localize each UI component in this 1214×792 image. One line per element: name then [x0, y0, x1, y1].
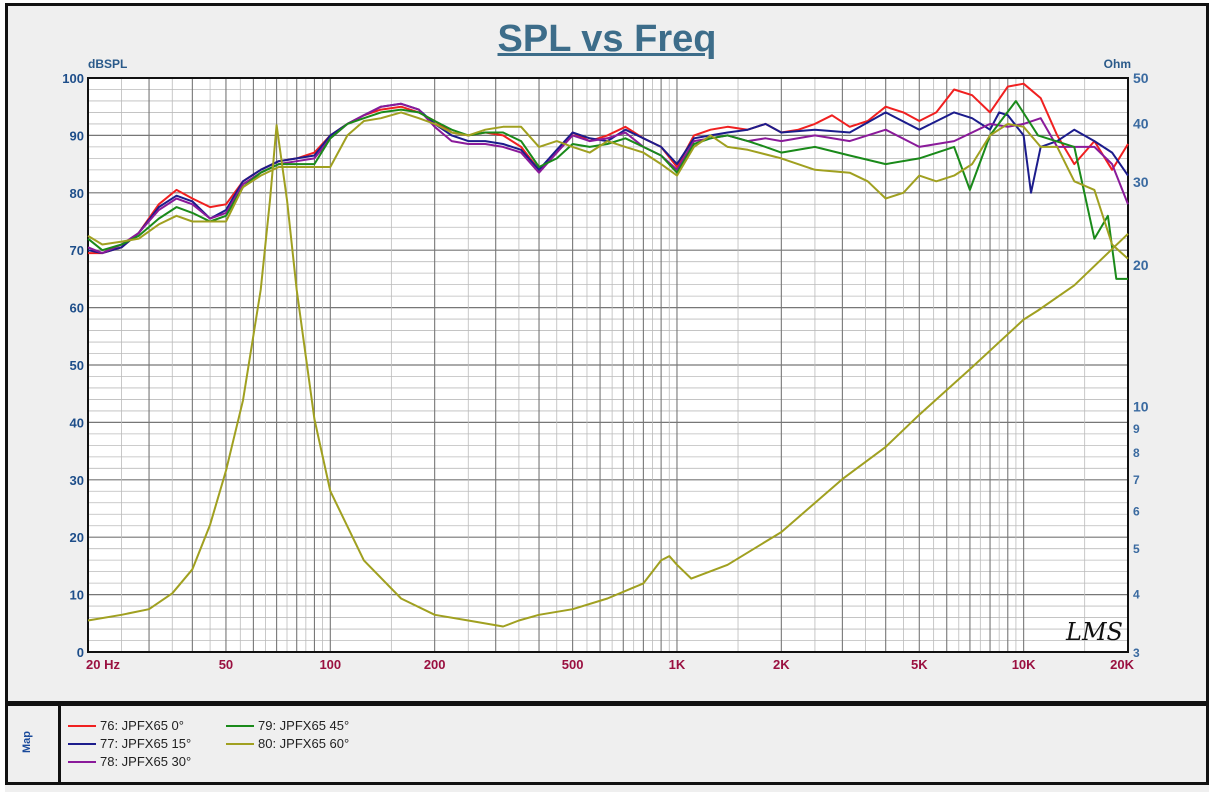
- legend-item: 78: JPFX65 30°: [68, 754, 191, 769]
- map-cell: Map: [8, 706, 61, 782]
- x-tick-label: 100: [319, 657, 341, 672]
- y-tick-label: 0: [77, 645, 84, 660]
- series-line-1: [87, 102, 1129, 255]
- x-tick-label: 10K: [1012, 657, 1036, 672]
- y2-tick-label: 20: [1133, 257, 1149, 273]
- plot-border: [87, 77, 1129, 653]
- legend-item: 80: JPFX65 60°: [226, 736, 349, 751]
- y-tick-label: 30: [70, 473, 84, 488]
- y2-tick-label: 5: [1133, 542, 1140, 556]
- legend-panel: Map 76: JPFX65 0° 77: JPFX65 15° 78: JPF…: [5, 703, 1209, 785]
- legend-label: 76: JPFX65 0°: [100, 718, 184, 733]
- legend-item: 76: JPFX65 0°: [68, 718, 184, 733]
- legend-label: 78: JPFX65 30°: [100, 754, 192, 769]
- legend-swatch: [68, 742, 96, 745]
- y-axis-label: dBSPL: [88, 57, 127, 71]
- legend-item: 79: JPFX65 45°: [226, 718, 349, 733]
- x-tick-label: 5K: [911, 657, 928, 672]
- y2-tick-label: 6: [1133, 505, 1140, 519]
- y-tick-label: 50: [70, 358, 84, 373]
- y-tick-label: 90: [70, 128, 84, 143]
- y-tick-label: 10: [70, 588, 84, 603]
- legend-swatch: [226, 724, 254, 727]
- x-tick-label: 50: [219, 657, 233, 672]
- impedance-line: [87, 124, 1129, 628]
- y2-tick-label: 10: [1133, 398, 1149, 414]
- y2-tick-label: 4: [1133, 587, 1140, 601]
- y-tick-label: 70: [70, 243, 84, 258]
- y-tick-label: 20: [70, 530, 84, 545]
- y2-tick-label: 50: [1133, 70, 1149, 86]
- x-tick-label: 500: [562, 657, 584, 672]
- y2-tick-label: 40: [1133, 116, 1149, 132]
- y-tick-label: 100: [62, 71, 84, 86]
- legend-label: 80: JPFX65 60°: [258, 736, 350, 751]
- legend-label: 79: JPFX65 45°: [258, 718, 350, 733]
- y2-tick-label: 3: [1133, 646, 1140, 660]
- legend-swatch: [226, 742, 254, 745]
- series-line-2: [87, 102, 1129, 255]
- y-tick-label: 60: [70, 301, 84, 316]
- lms-watermark: LMS: [1065, 618, 1123, 646]
- x-tick-label: 20K: [1110, 657, 1134, 672]
- y-tick-label: 40: [70, 415, 84, 430]
- y2-tick-label: 7: [1133, 473, 1140, 487]
- bottom-border: [5, 782, 1209, 792]
- y2-tick-label: 9: [1133, 422, 1140, 436]
- y-tick-label: 80: [70, 186, 84, 201]
- y2-axis-label: Ohm: [1104, 57, 1131, 71]
- plot-svg: dBSPL Ohm 0 10 20 30 40 50 60 70 80 90 100 3 4 5 6 7 8 9 10 2…: [62, 57, 1149, 672]
- x-tick-label: 1K: [669, 657, 686, 672]
- x-tick-label: 20 Hz: [86, 657, 120, 672]
- legend-label: 77: JPFX65 15°: [100, 736, 192, 751]
- series-line-4: [87, 111, 1129, 260]
- legend-item: 77: JPFX65 15°: [68, 736, 191, 751]
- chart-title: SPL vs Freq: [497, 18, 717, 60]
- y2-tick-label: 8: [1133, 446, 1140, 460]
- map-label: Map: [21, 731, 33, 753]
- legend-swatch: [68, 724, 96, 727]
- x-tick-label: 200: [424, 657, 446, 672]
- legend-swatch: [68, 760, 96, 763]
- y2-tick-label: 30: [1133, 174, 1149, 190]
- x-tick-label: 2K: [773, 657, 790, 672]
